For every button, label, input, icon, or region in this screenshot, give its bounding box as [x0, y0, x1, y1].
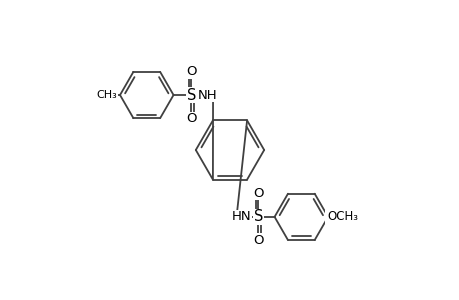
Text: S: S: [253, 209, 263, 224]
Text: S: S: [186, 88, 196, 103]
Text: O: O: [186, 112, 196, 125]
Text: O: O: [325, 210, 336, 224]
Text: O: O: [186, 65, 196, 78]
Text: HN: HN: [232, 210, 251, 224]
Text: OCH₃: OCH₃: [327, 210, 358, 224]
Text: O: O: [252, 187, 263, 200]
Text: NH: NH: [197, 88, 217, 101]
Text: O: O: [252, 234, 263, 247]
Text: CH₃: CH₃: [96, 90, 117, 100]
